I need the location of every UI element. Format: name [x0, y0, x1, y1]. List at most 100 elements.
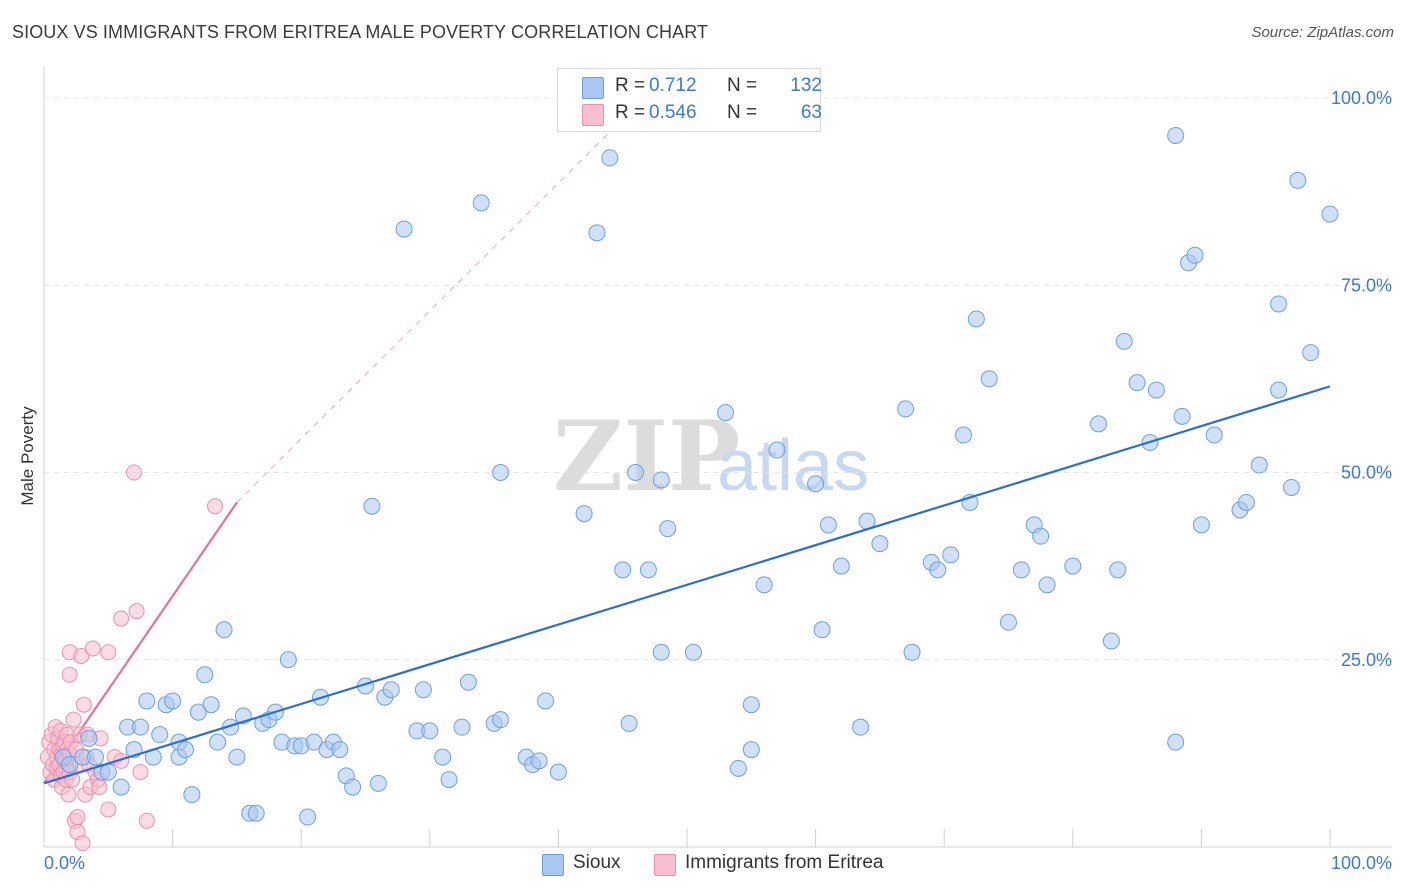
sioux-point [363, 497, 381, 515]
sioux-point [131, 718, 149, 736]
sioux-point [575, 505, 593, 523]
sioux-point [620, 714, 638, 732]
y-tick-label: 50.0% [1341, 463, 1392, 483]
legend-r-label: R = [615, 102, 646, 123]
sioux-point [537, 692, 555, 710]
sioux-point [331, 741, 349, 759]
sioux-point [80, 729, 98, 747]
sioux-point [183, 786, 201, 804]
legend-n-value: 132 [790, 75, 822, 96]
legend: R = 0.712 N = 132 R = 0.546 N = 63 [557, 68, 822, 132]
sioux-point [1289, 171, 1307, 189]
legend-n-label: N = [727, 75, 758, 96]
sioux-point [440, 771, 458, 789]
sioux-point [929, 561, 947, 579]
legend-swatch-sioux [582, 77, 604, 99]
eritrea-point [207, 498, 224, 515]
sioux-point [138, 692, 156, 710]
sioux-point [112, 778, 130, 796]
eritrea-point [69, 809, 86, 826]
sioux-point [639, 561, 657, 579]
sioux-point [86, 748, 104, 766]
eritrea-point [100, 644, 117, 661]
legend-n-value: 63 [800, 102, 822, 123]
sioux-point [228, 748, 246, 766]
bottom-legend-label-eritrea: Immigrants from Eritrea [685, 852, 884, 873]
sioux-point [1012, 561, 1030, 579]
sioux-point [871, 535, 889, 553]
chart-title: SIOUX VS IMMIGRANTS FROM ERITREA MALE PO… [12, 22, 709, 42]
sioux-trend-line [43, 385, 1331, 785]
axes [43, 66, 1392, 848]
sioux-point [684, 643, 702, 661]
sioux-point [742, 696, 760, 714]
sioux-point [209, 733, 227, 751]
sioux-point [742, 741, 760, 759]
sioux-point [1186, 246, 1204, 264]
eritrea-point [91, 779, 108, 796]
sioux-point [1109, 561, 1127, 579]
sioux-point [852, 718, 870, 736]
sioux-point [1147, 381, 1165, 399]
eritrea-point [138, 812, 155, 829]
sioux-point [1173, 407, 1191, 425]
sioux-point [652, 643, 670, 661]
sioux-point [164, 692, 182, 710]
sioux-point [1090, 415, 1108, 433]
sioux-point [279, 651, 297, 669]
sioux-point [549, 763, 567, 781]
sioux-point [1064, 557, 1082, 575]
sioux-point [247, 804, 265, 822]
sioux-point [151, 726, 169, 744]
y-tick-label: 100.0% [1331, 88, 1392, 108]
sioux-point [1282, 478, 1300, 496]
eritrea-point [65, 711, 82, 728]
watermark-zip: ZIP [553, 400, 740, 513]
sioux-point [588, 224, 606, 242]
sioux-point [601, 149, 619, 167]
sioux-point [627, 464, 645, 481]
watermark: ZIP atlas [553, 400, 869, 513]
sioux-point [196, 666, 214, 684]
sioux-point [903, 643, 921, 661]
legend-n-label: N = [727, 102, 758, 123]
sioux-point [1128, 374, 1146, 392]
eritrea-point [100, 801, 117, 818]
y-tick-label: 75.0% [1341, 275, 1392, 295]
sioux-point [382, 681, 400, 699]
sioux-point [652, 471, 670, 489]
sioux-point [942, 546, 960, 564]
legend-r-value: 0.712 [649, 75, 697, 96]
sioux-point [61, 756, 79, 774]
sioux-point [434, 748, 452, 766]
eritrea-point [128, 603, 145, 620]
sioux-point [1032, 527, 1050, 545]
sioux-point [176, 741, 194, 759]
y-tick-label: 25.0% [1341, 650, 1392, 670]
sioux-point [832, 557, 850, 575]
sioux-point [369, 774, 387, 792]
source-label: Source: ZipAtlas.com [1251, 24, 1394, 41]
sioux-point [1205, 426, 1223, 444]
eritrea-point [84, 640, 101, 657]
sioux-point [189, 703, 207, 721]
eritrea-point [61, 666, 78, 683]
sioux-point [414, 681, 432, 699]
trend-lines [43, 111, 631, 784]
sioux-point [395, 220, 413, 238]
legend-r-label: R = [615, 75, 646, 96]
sioux-point [717, 404, 735, 422]
sioux-point [215, 621, 233, 639]
sioux-point [768, 441, 786, 459]
x-tick-label: 100.0% [1331, 853, 1392, 873]
sioux-point [729, 759, 747, 777]
eritrea-point [73, 648, 90, 665]
sioux-point [1167, 733, 1185, 751]
eritrea-point [60, 786, 77, 803]
sioux-point [1167, 126, 1185, 144]
sioux-point [1270, 295, 1288, 313]
sioux-point [305, 733, 323, 751]
bottom-legend-swatch-sioux [542, 854, 564, 876]
eritrea-point [126, 464, 143, 481]
